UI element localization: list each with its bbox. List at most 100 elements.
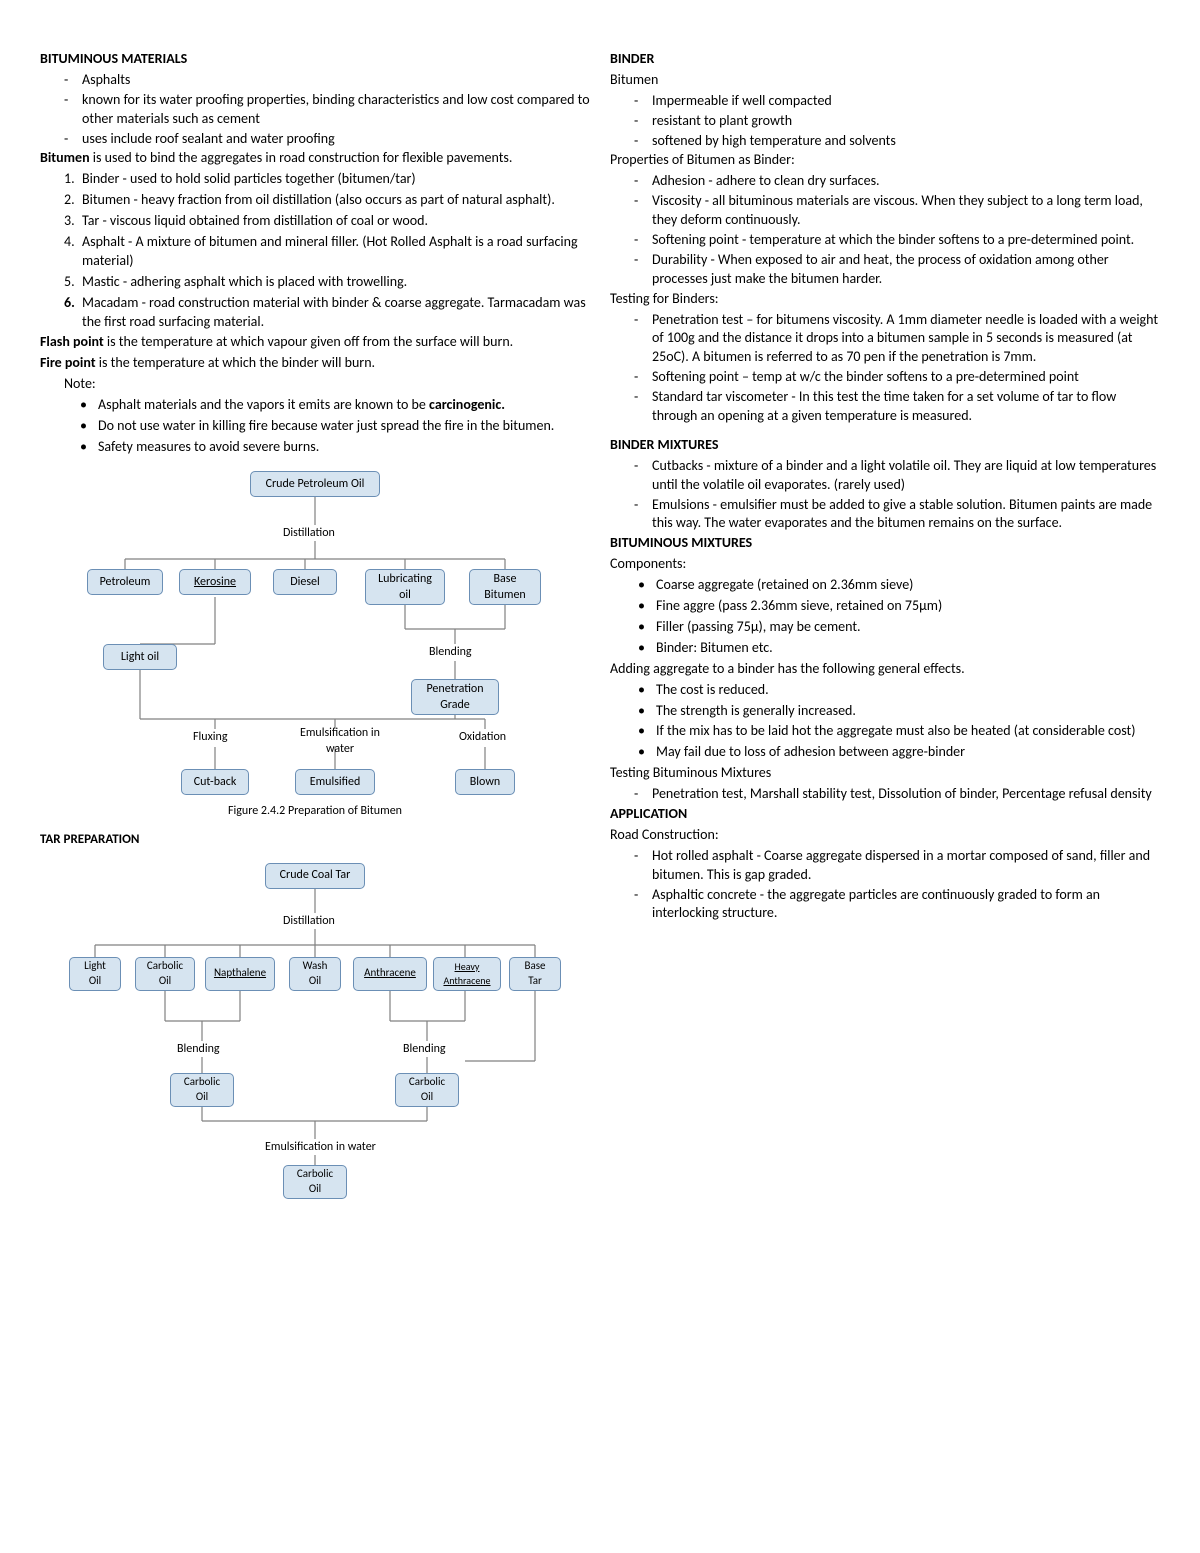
node-base-tar: Base Tar — [509, 957, 561, 991]
bullet-list: The cost is reduced. The strength is gen… — [610, 681, 1160, 763]
bullet-list: Coarse aggregate (retained on 2.36mm sie… — [610, 576, 1160, 658]
list-item: May fail due to loss of adhesion between… — [656, 743, 1160, 762]
text: Bitumen - heavy fraction from oil distil… — [82, 191, 555, 208]
text: Tar - viscous liquid obtained from disti… — [82, 212, 428, 229]
node-base: Base Bitumen — [469, 569, 541, 605]
num: 4. — [64, 233, 75, 252]
list-item: Filler (passing 75μ), may be cement. — [656, 618, 1160, 637]
num: 6. — [64, 294, 75, 313]
section-title: APPLICATION — [610, 805, 1160, 824]
label-emulsif-2: Emulsification in water — [265, 1139, 376, 1155]
list-item: Softening point – temp at w/c the binder… — [652, 368, 1160, 387]
list-item: 6. Macadam - road construction material w… — [64, 294, 590, 332]
node-crude: Crude Petroleum Oil — [250, 471, 380, 497]
list-item: Safety measures to avoid severe burns. — [98, 438, 590, 457]
bold-text: Flash point — [40, 333, 104, 350]
right-column: BINDER Bitumen Impermeable if well compa… — [610, 50, 1160, 1203]
bold-text: Fire point — [40, 354, 96, 371]
node-cutback: Cut-back — [181, 769, 249, 795]
list-item: uses include roof sealant and water proo… — [82, 130, 590, 149]
section-title: BITUMINOUS MIXTURES — [610, 534, 1160, 553]
list-item: 2. Bitumen - heavy fraction from oil dist… — [64, 191, 590, 210]
list-item: 3.Tar - viscous liquid obtained from dis… — [64, 212, 590, 231]
label-distillation-2: Distillation — [283, 913, 335, 929]
list-item: Hot rolled asphalt - Coarse aggregate di… — [652, 847, 1160, 885]
text: is the temperature at which the binder w… — [96, 354, 375, 371]
tar-diagram: Crude Coal Tar Distillation Light Oil Ca… — [40, 861, 590, 1191]
subheading: Components: — [610, 555, 1160, 574]
tar-title: TAR PREPARATION — [40, 831, 590, 849]
node-carbolic: Carbolic Oil — [135, 957, 195, 991]
list-item: Viscosity - all bituminous materials are… — [652, 192, 1160, 230]
bitumen-diagram: Crude Petroleum Oil Distillation Petrole… — [40, 469, 590, 819]
list-item: 1. Binder - used to hold solid particles … — [64, 170, 590, 189]
dash-list: Impermeable if well compacted resistant … — [610, 92, 1160, 151]
label-oxidation: Oxidation — [459, 729, 506, 745]
label-distillation: Distillation — [283, 525, 335, 541]
list-item: Standard tar viscometer - In this test t… — [652, 388, 1160, 426]
numbered-list: 1. Binder - used to hold solid particles … — [40, 170, 590, 331]
text: Asphalt - A mixture of bitumen and miner… — [82, 233, 578, 269]
paragraph: Fire point is the temperature at which t… — [40, 354, 590, 373]
list-item: Adhesion - adhere to clean dry surfaces. — [652, 172, 1160, 191]
text: Macadam - road construction material wit… — [82, 294, 586, 330]
label-blending-l: Blending — [177, 1041, 220, 1057]
bold-text: Bitumen — [40, 149, 90, 166]
list-item: Penetration test, Marshall stability tes… — [652, 785, 1160, 804]
paragraph: Adding aggregate to a binder has the fol… — [610, 660, 1160, 679]
list-item: softened by high temperature and solvent… — [652, 132, 1160, 151]
label-emulsif: Emulsification in water — [295, 725, 385, 757]
num: 5. — [64, 273, 75, 292]
node-heavy: Heavy Anthracene — [433, 957, 501, 991]
list-item: known for its water proofing properties,… — [82, 91, 590, 129]
diagram-caption: Figure 2.4.2 Preparation of Bitumen — [40, 803, 590, 819]
node-emulsified: Emulsified — [295, 769, 375, 795]
num: 2. — [64, 191, 75, 210]
label-blending: Blending — [429, 644, 472, 660]
list-item: 4. Asphalt - A mixture of bitumen and min… — [64, 233, 590, 271]
list-item: The strength is generally increased. — [656, 702, 1160, 721]
subheading: Properties of Bitumen as Binder: — [610, 151, 1160, 170]
subheading: Testing Bituminous Mixtures — [610, 764, 1160, 783]
list-item: Asphaltic concrete - the aggregate parti… — [652, 886, 1160, 924]
node-crude-tar: Crude Coal Tar — [265, 863, 365, 889]
note-label: Note: — [40, 375, 590, 394]
node-lub: Lubricating oil — [365, 569, 445, 605]
text: Binder - used to hold solid particles to… — [82, 170, 416, 187]
list-item: The cost is reduced. — [656, 681, 1160, 700]
dash-list: Hot rolled asphalt - Coarse aggregate di… — [610, 847, 1160, 924]
list-item: Coarse aggregate (retained on 2.36mm sie… — [656, 576, 1160, 595]
dash-list: Cutbacks - mixture of a binder and a lig… — [610, 457, 1160, 534]
list-item: Cutbacks - mixture of a binder and a lig… — [652, 457, 1160, 495]
node-wash: Wash Oil — [289, 957, 341, 991]
list-item: Emulsions - emulsifier must be added to … — [652, 496, 1160, 534]
text: is the temperature at which vapour given… — [104, 333, 513, 350]
node-lightoil: Light oil — [103, 644, 177, 670]
list-item: resistant to plant growth — [652, 112, 1160, 131]
list-item: Asphalt materials and the vapors it emit… — [98, 396, 590, 415]
bold-text: carcinogenic. — [429, 396, 505, 413]
list-item: Binder: Bitumen etc. — [656, 639, 1160, 658]
label-fluxing: Fluxing — [193, 729, 227, 745]
list-item: Asphalts — [82, 71, 590, 90]
node-anth: Anthracene — [353, 957, 427, 991]
node-kerosine: Kerosine — [179, 569, 251, 595]
dash-list: Asphalts known for its water proofing pr… — [40, 71, 590, 149]
node-blown: Blown — [455, 769, 515, 795]
text: Mastic - adhering asphalt which is place… — [82, 273, 407, 290]
dash-list: Adhesion - adhere to clean dry surfaces.… — [610, 172, 1160, 288]
text: Asphalt materials and the vapors it emit… — [98, 396, 429, 413]
node-lightoil-2: Light Oil — [69, 957, 121, 991]
num: 1. — [64, 170, 75, 189]
text: is used to bind the aggregates in road c… — [90, 149, 513, 166]
list-item: Impermeable if well compacted — [652, 92, 1160, 111]
dash-list: Penetration test, Marshall stability tes… — [610, 785, 1160, 804]
section-title: BITUMINOUS MATERIALS — [40, 50, 590, 69]
node-diesel: Diesel — [273, 569, 337, 595]
left-column: BITUMINOUS MATERIALS Asphalts known for … — [40, 50, 590, 1203]
list-item: If the mix has to be laid hot the aggreg… — [656, 722, 1160, 741]
node-carbolic-l: Carbolic Oil — [170, 1073, 234, 1107]
node-pengrade: Penetration Grade — [411, 679, 499, 715]
list-item: Penetration test – for bitumens viscosit… — [652, 311, 1160, 368]
list-item: Do not use water in killing fire because… — [98, 417, 590, 436]
